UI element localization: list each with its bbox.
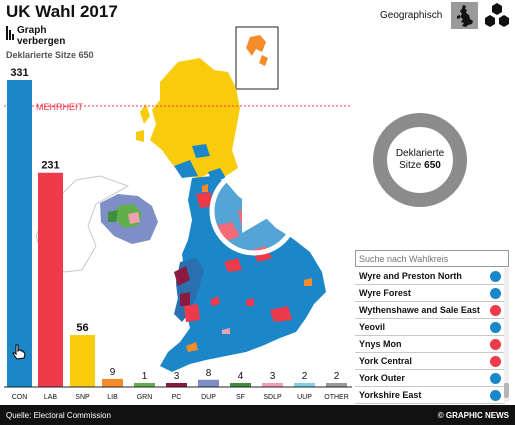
bar-graph-icon bbox=[6, 26, 14, 40]
geographic-view-button[interactable] bbox=[451, 2, 478, 29]
view-mode-label: Geographisch bbox=[380, 10, 443, 21]
category-label-sdlp: SDLP bbox=[263, 394, 282, 401]
hand-cursor-icon bbox=[12, 344, 26, 360]
majority-label: MEHRHEIT bbox=[36, 102, 84, 112]
bar-value-sdlp: 3 bbox=[270, 371, 276, 382]
constituency-name: Wythenshawe and Sale East bbox=[359, 305, 480, 315]
constituency-name: Wyre Forest bbox=[359, 288, 411, 298]
shetland-islands bbox=[246, 35, 266, 56]
category-label-grn: GRN bbox=[137, 394, 153, 401]
party-dot-icon bbox=[490, 321, 501, 333]
hexagon-map-icon[interactable] bbox=[482, 2, 512, 29]
donut-label-line1: Deklarierte bbox=[395, 148, 445, 159]
bar-pc bbox=[166, 383, 187, 387]
results-chart: MEHRHEIT 331 CON 231 LAB 56 SNP 9 LIB 1 GRN 3 PC 8 DU… bbox=[4, 26, 352, 401]
bar-value-lib: 9 bbox=[110, 367, 116, 378]
list-item[interactable]: York Outer bbox=[355, 370, 505, 387]
bar-value-grn: 1 bbox=[142, 371, 148, 382]
party-dot-icon bbox=[490, 355, 501, 367]
bar-value-uup: 2 bbox=[302, 371, 308, 382]
bar-value-dup: 8 bbox=[206, 368, 212, 379]
page-title: UK Wahl 2017 bbox=[6, 2, 118, 21]
category-label-snp: SNP bbox=[75, 394, 90, 401]
category-label-other: OTHER bbox=[324, 394, 349, 401]
bar-con bbox=[7, 80, 32, 387]
declared-seats-label: Deklarierte Sitze 650 bbox=[6, 50, 94, 60]
uk-constituency-map[interactable] bbox=[35, 26, 326, 372]
list-item[interactable]: Wyre Forest bbox=[355, 285, 505, 302]
constituency-list: Wyre and Preston North Wyre Forest Wythens… bbox=[355, 268, 505, 404]
constituency-name: Wyre and Preston North bbox=[359, 271, 462, 281]
declared-seats-donut bbox=[373, 113, 467, 207]
graph-toggle-button[interactable]: Graph verbergen bbox=[6, 25, 66, 47]
scotland bbox=[150, 58, 240, 178]
bar-value-other: 2 bbox=[334, 371, 340, 382]
play-icon[interactable] bbox=[208, 165, 300, 257]
party-dot-icon bbox=[490, 270, 501, 282]
britain-map-icon bbox=[456, 4, 473, 27]
constituency-name: Yorkshire East bbox=[359, 390, 422, 400]
graph-toggle-label: Graph verbergen bbox=[17, 25, 66, 47]
bar-value-lab: 231 bbox=[41, 160, 59, 172]
donut-label: Deklarierte Sitze 650 bbox=[372, 148, 468, 172]
bar-other bbox=[326, 383, 347, 387]
constituency-name: York Central bbox=[359, 356, 412, 366]
bar-lab bbox=[38, 172, 63, 387]
list-item[interactable]: Ynys Mon bbox=[355, 336, 505, 353]
donut-label-value: 650 bbox=[424, 160, 441, 171]
party-dot-icon bbox=[490, 304, 501, 316]
list-item[interactable]: Yeovil bbox=[355, 319, 505, 336]
party-dot-icon bbox=[490, 372, 501, 384]
category-label-lab: LAB bbox=[44, 394, 58, 401]
bar-grn bbox=[134, 383, 155, 387]
list-item[interactable]: Yorkshire East bbox=[355, 387, 505, 404]
bar-lib bbox=[102, 378, 123, 387]
constituency-search-input[interactable] bbox=[355, 250, 509, 267]
footer: Quelle: Electoral Commission © GRAPHIC N… bbox=[0, 405, 515, 425]
list-item[interactable]: Wyre and Preston North bbox=[355, 268, 505, 285]
shetland-inset-box bbox=[235, 26, 279, 90]
category-label-lib: LIB bbox=[107, 394, 118, 401]
constituency-name: Ynys Mon bbox=[359, 339, 402, 349]
list-scrollbar-thumb[interactable] bbox=[504, 383, 509, 398]
list-scrollbar[interactable] bbox=[504, 268, 509, 402]
bar-series: 331 CON 231 LAB 56 SNP 9 LIB 1 GRN 3 PC 8 DUP 4 SF 3 SDLP… bbox=[7, 67, 349, 401]
bar-value-sf: 4 bbox=[238, 371, 244, 382]
constituency-name: Yeovil bbox=[359, 322, 386, 332]
category-label-uup: UUP bbox=[297, 394, 312, 401]
bar-snp bbox=[70, 335, 95, 387]
party-dot-icon bbox=[490, 389, 501, 401]
credit-text: © GRAPHIC NEWS bbox=[437, 410, 509, 420]
england bbox=[160, 176, 326, 372]
source-text: Quelle: Electoral Commission bbox=[6, 410, 111, 420]
list-item[interactable]: Wythenshawe and Sale East bbox=[355, 302, 505, 319]
bar-uup bbox=[294, 383, 315, 387]
category-label-sf: SF bbox=[236, 394, 245, 401]
party-dot-icon bbox=[490, 287, 501, 299]
bar-value-snp: 56 bbox=[76, 322, 88, 334]
bar-value-pc: 3 bbox=[174, 371, 180, 382]
party-dot-icon bbox=[490, 338, 501, 350]
bar-sdlp bbox=[262, 383, 283, 387]
category-label-dup: DUP bbox=[201, 394, 216, 401]
category-label-con: CON bbox=[12, 394, 28, 401]
list-item[interactable]: York Central bbox=[355, 353, 505, 370]
constituency-name: York Outer bbox=[359, 373, 405, 383]
donut-label-prefix: Sitze bbox=[399, 160, 425, 171]
bar-dup bbox=[198, 379, 219, 387]
bar-sf bbox=[230, 383, 251, 387]
bar-value-con: 331 bbox=[10, 67, 28, 79]
category-label-pc: PC bbox=[172, 394, 182, 401]
